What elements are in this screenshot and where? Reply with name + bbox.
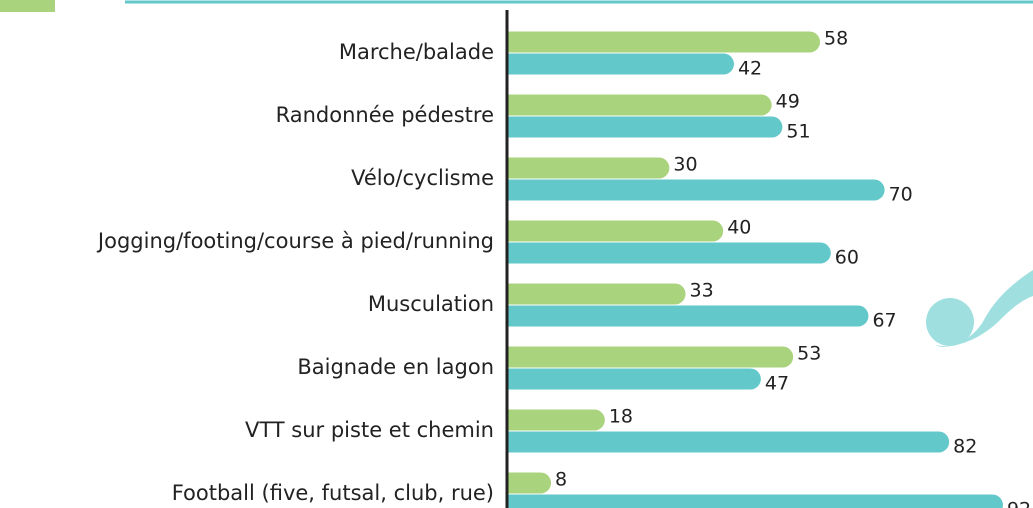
category-label: Musculation	[368, 292, 494, 316]
value-label: 92	[1007, 499, 1031, 508]
value-label: 58	[824, 28, 848, 50]
bar	[508, 432, 949, 453]
bar	[508, 347, 793, 368]
value-label: 33	[690, 280, 714, 302]
category-label: Jogging/footing/course à pied/running	[96, 229, 494, 253]
value-label: 40	[727, 217, 751, 239]
category-label: VTT sur piste et chemin	[245, 418, 494, 442]
value-label: 49	[776, 91, 800, 113]
category-label: Vélo/cyclisme	[351, 166, 494, 190]
value-label: 8	[555, 469, 567, 491]
category-label: Marche/balade	[339, 40, 494, 64]
value-label: 47	[765, 373, 789, 395]
value-label: 53	[797, 343, 821, 365]
bar	[508, 495, 1003, 508]
value-label: 42	[738, 58, 762, 80]
bar	[508, 117, 782, 138]
bar	[508, 221, 723, 242]
bar	[508, 158, 669, 179]
bar	[508, 306, 868, 327]
bar	[508, 473, 551, 494]
bar	[508, 410, 605, 431]
value-label: 30	[673, 154, 697, 176]
value-label: 67	[872, 310, 896, 332]
bar	[508, 284, 686, 305]
value-label: 70	[889, 184, 913, 206]
value-label: 18	[609, 406, 633, 428]
page: Marche/balade Randonnée pédestre Vélo/cycl…	[0, 0, 1033, 508]
bar	[508, 243, 831, 264]
category-label: Football (five, futsal, club, rue)	[172, 481, 494, 505]
decor-square	[0, 0, 55, 12]
bar	[508, 369, 761, 390]
bar	[508, 32, 820, 53]
bar	[508, 180, 885, 201]
value-label: 82	[953, 436, 977, 458]
decor-swoosh	[926, 270, 1033, 347]
category-label: Randonnée pédestre	[276, 103, 494, 127]
bar	[508, 95, 772, 116]
value-label: 60	[835, 247, 859, 269]
bar	[508, 54, 734, 75]
value-label: 51	[786, 121, 810, 143]
category-label: Baignade en lagon	[297, 355, 494, 379]
chart: Marche/balade Randonnée pédestre Vélo/cycl…	[0, 0, 1033, 508]
